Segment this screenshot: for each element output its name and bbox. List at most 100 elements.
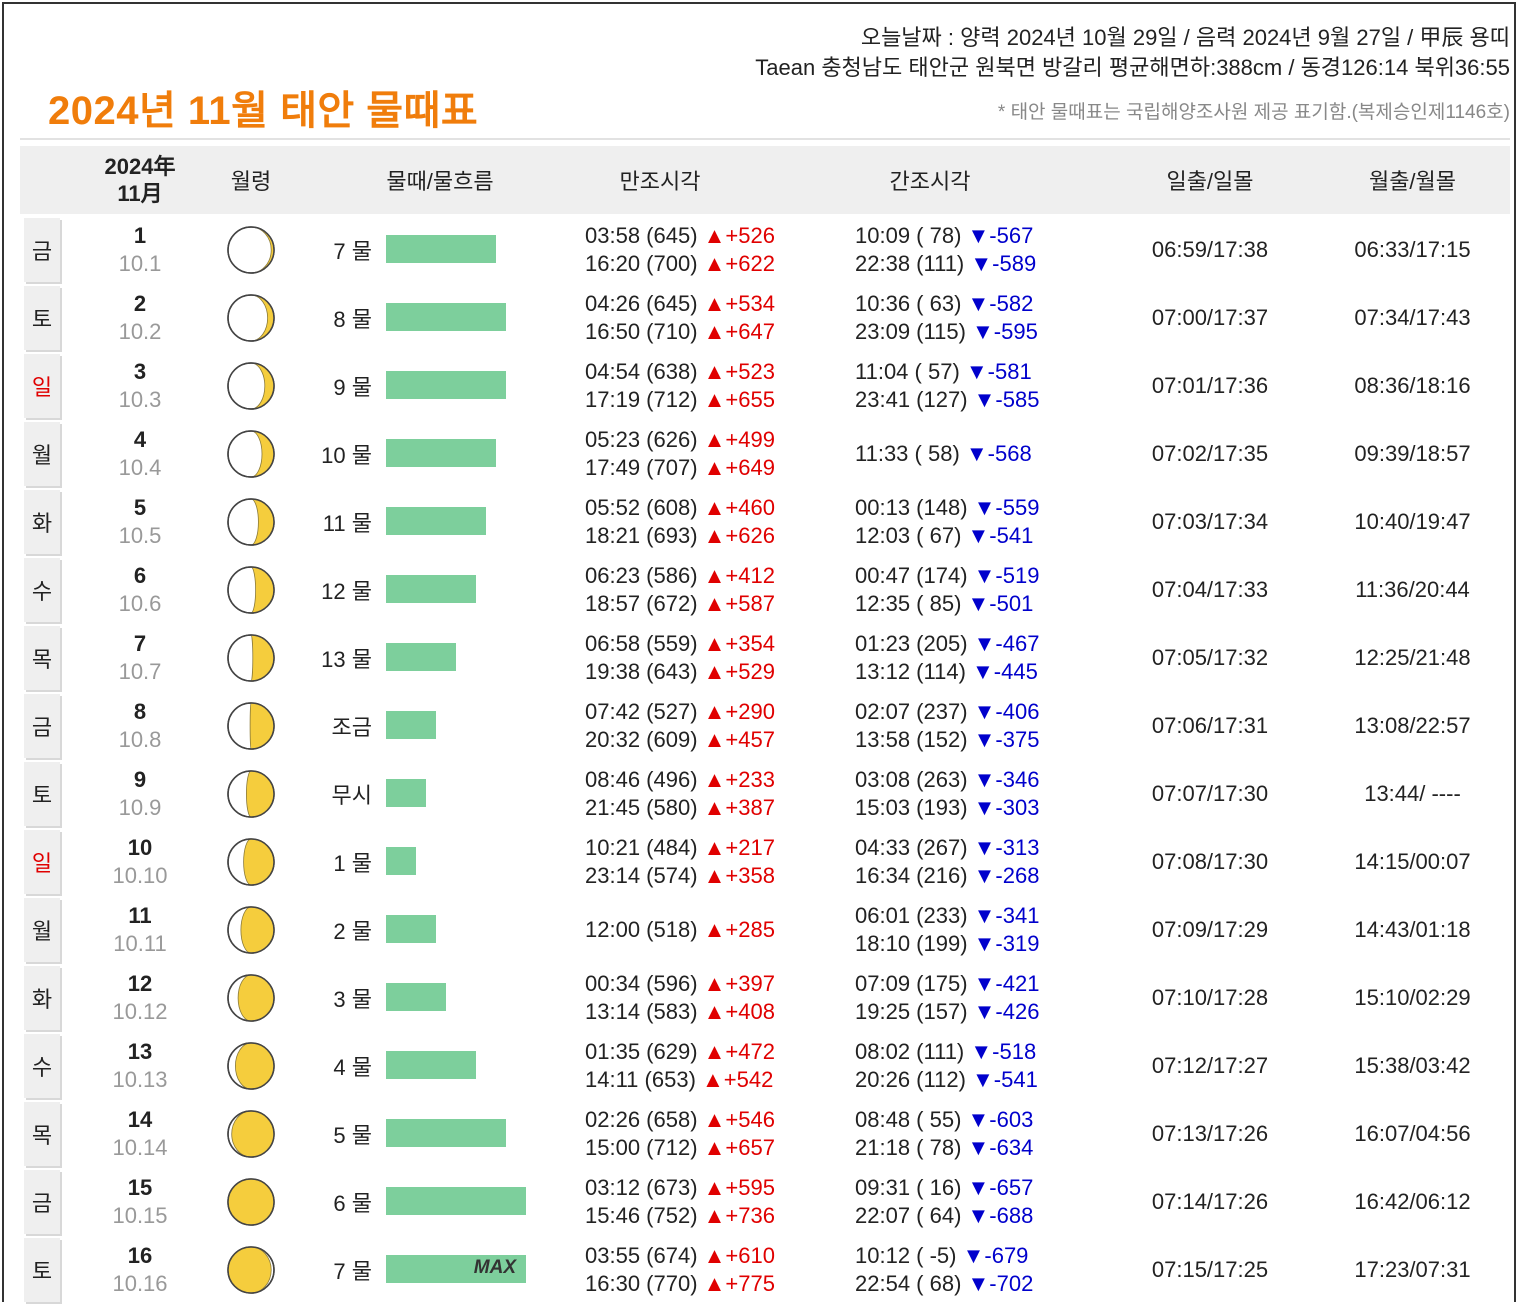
tide-flow-bar xyxy=(386,779,426,807)
high-tide-line: 13:14 (583) ▲+408 xyxy=(585,998,775,1026)
low-tide-change: ▼-595 xyxy=(972,319,1038,344)
low-tide-line: 03:08 (263) ▼-346 xyxy=(855,766,1039,794)
low-tide-line: 10:12 ( -5) ▼-679 xyxy=(855,1242,1028,1270)
sunrise-sunset: 07:06/17:31 xyxy=(1151,713,1269,738)
sunrise-sunset: 06:59/17:38 xyxy=(1151,237,1269,262)
lunar-date: 10.5 xyxy=(118,523,162,548)
moonrise-moonset: 07:34/17:43 xyxy=(1354,305,1471,330)
low-tide-cell: 03:08 (263) ▼-346 15:03 (193) ▼-303 xyxy=(855,760,1085,828)
day-of-week: 수 xyxy=(24,558,60,622)
moon-phase-cell xyxy=(225,352,277,420)
table-row: 일 10 10.10 1 물 10:21 (484) ▲+217 23:14 (574) … xyxy=(20,828,1510,896)
low-tide-line: 16:34 (216) ▼-268 xyxy=(855,862,1039,890)
moonrise-moonset: 15:38/03:42 xyxy=(1354,1053,1471,1078)
high-tide-line: 06:23 (586) ▲+412 xyxy=(585,562,775,590)
date-cell: 14 10.14 xyxy=(80,1100,200,1168)
low-tide-time: 10:12 ( -5) xyxy=(855,1243,963,1268)
solar-day: 16 xyxy=(127,1243,153,1268)
lunar-date: 10.9 xyxy=(118,795,162,820)
table-row: 금 15 10.15 6 물 03:12 (673) ▲+595 15:46 (752) … xyxy=(20,1168,1510,1236)
high-tide-change: ▲+534 xyxy=(703,291,775,316)
moonrise-moonset: 10:40/19:47 xyxy=(1354,509,1471,534)
high-tide-change: ▲+622 xyxy=(703,251,775,276)
date-cell: 11 10.11 xyxy=(80,896,200,964)
high-tide-change: ▲+587 xyxy=(703,591,775,616)
solar-day: 5 xyxy=(133,495,147,520)
low-tide-time: 22:54 ( 68) xyxy=(855,1271,968,1296)
tide-name: 7 물 xyxy=(333,239,372,264)
location-info: Taean 충청남도 태안군 원북면 방갈리 평균해면하:388cm / 동경1… xyxy=(755,55,1510,80)
high-tide-time: 03:55 (674) xyxy=(585,1243,704,1268)
low-tide-change: ▼-346 xyxy=(973,767,1040,792)
tide-name: 13 물 xyxy=(321,647,372,672)
day-of-week: 수 xyxy=(24,1034,60,1098)
high-tide-time: 00:34 (596) xyxy=(585,971,704,996)
high-tide-time: 13:14 (583) xyxy=(585,999,704,1024)
high-tide-time: 01:35 (629) xyxy=(585,1039,704,1064)
sunrise-sunset: 07:12/17:27 xyxy=(1151,1053,1269,1078)
low-tide-change: ▼-688 xyxy=(967,1203,1034,1228)
low-tide-change: ▼-567 xyxy=(967,223,1034,248)
moon-phase-cell xyxy=(225,1100,277,1168)
high-tide-line: 15:46 (752) ▲+736 xyxy=(585,1202,775,1230)
low-tide-change: ▼-421 xyxy=(973,971,1040,996)
low-tide-change: ▼-268 xyxy=(973,863,1040,888)
low-tide-line: 06:01 (233) ▼-341 xyxy=(855,902,1039,930)
table-row: 화 12 10.12 3 물 00:34 (596) ▲+397 13:14 (583) … xyxy=(20,964,1510,1032)
low-tide-cell: 10:12 ( -5) ▼-679 22:54 ( 68) ▼-702 xyxy=(855,1236,1085,1304)
low-tide-time: 13:12 (114) xyxy=(855,659,973,684)
page-header: 2024년 11월 태안 물때표 오늘날짜 : 양력 2024년 10월 29일… xyxy=(18,0,1512,140)
low-tide-time: 13:58 (152) xyxy=(855,727,974,752)
low-tide-change: ▼-657 xyxy=(967,1175,1034,1200)
high-tide-change: ▲+526 xyxy=(703,223,775,248)
header-tide: 물때/물흐름 xyxy=(386,169,494,194)
low-tide-line: 11:33 ( 58) ▼-568 xyxy=(855,440,1032,468)
high-tide-time: 12:00 (518) xyxy=(585,917,704,942)
high-tide-line: 01:35 (629) ▲+472 xyxy=(585,1038,775,1066)
high-tide-time: 03:58 (645) xyxy=(585,223,704,248)
high-tide-change: ▲+775 xyxy=(703,1271,775,1296)
low-tide-change: ▼-501 xyxy=(967,591,1034,616)
low-tide-change: ▼-541 xyxy=(967,523,1034,548)
date-cell: 1 10.1 xyxy=(80,216,200,284)
high-tide-change: ▲+397 xyxy=(703,971,775,996)
tide-flow-bar xyxy=(386,371,506,399)
high-tide-change: ▲+542 xyxy=(702,1067,774,1092)
low-tide-time: 04:33 (267) xyxy=(855,835,974,860)
header-year: 2024年 xyxy=(104,154,176,179)
moonrise-moonset: 17:23/07:31 xyxy=(1354,1257,1471,1282)
low-tide-change: ▼-559 xyxy=(973,495,1040,520)
sunrise-sunset: 07:15/17:25 xyxy=(1151,1257,1269,1282)
high-tide-line: 18:21 (693) ▲+626 xyxy=(585,522,775,550)
high-tide-change: ▲+285 xyxy=(703,917,775,942)
tide-name: 7 물 xyxy=(333,1259,372,1284)
date-cell: 2 10.2 xyxy=(80,284,200,352)
low-tide-time: 11:04 ( 57) xyxy=(855,359,966,384)
high-tide-time: 16:20 (700) xyxy=(585,251,704,276)
high-tide-time: 16:50 (710) xyxy=(585,319,704,344)
low-tide-time: 23:41 (127) xyxy=(855,387,974,412)
low-tide-change: ▼-603 xyxy=(967,1107,1034,1132)
low-tide-line: 04:33 (267) ▼-313 xyxy=(855,834,1039,862)
high-tide-time: 02:26 (658) xyxy=(585,1107,704,1132)
moon-phase-cell xyxy=(225,828,277,896)
moonrise-moonset: 16:42/06:12 xyxy=(1354,1189,1471,1214)
low-tide-line: 22:07 ( 64) ▼-688 xyxy=(855,1202,1033,1230)
tide-flow-bar xyxy=(386,915,436,943)
high-tide-time: 03:12 (673) xyxy=(585,1175,704,1200)
low-tide-time: 20:26 (112) xyxy=(855,1067,973,1092)
high-tide-line: 23:14 (574) ▲+358 xyxy=(585,862,775,890)
header-moon-phase: 월령 xyxy=(230,169,272,194)
day-of-week: 토 xyxy=(24,286,60,350)
high-tide-line: 14:11 (653) ▲+542 xyxy=(585,1066,773,1094)
low-tide-line: 21:18 ( 78) ▼-634 xyxy=(855,1134,1033,1162)
day-of-week: 금 xyxy=(24,1170,60,1234)
high-tide-change: ▲+647 xyxy=(703,319,775,344)
date-cell: 13 10.13 xyxy=(80,1032,200,1100)
high-tide-change: ▲+217 xyxy=(703,835,775,860)
tide-name: 8 물 xyxy=(333,307,372,332)
high-tide-time: 18:21 (693) xyxy=(585,523,704,548)
solar-day: 4 xyxy=(133,427,147,452)
high-tide-change: ▲+472 xyxy=(703,1039,775,1064)
moon-phase-icon xyxy=(227,362,275,410)
